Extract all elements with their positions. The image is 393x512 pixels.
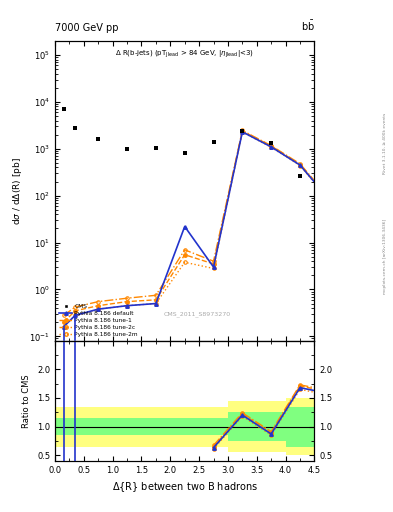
Pythia 8.186 default: [73, 312, 77, 318]
Text: b$\bar{\rm b}$: b$\bar{\rm b}$: [301, 19, 314, 33]
Pythia 8.186 default: [125, 303, 129, 309]
Pythia 8.186 tune-1: [73, 308, 77, 314]
Pythia 8.186 tune-2c: [327, 195, 331, 201]
Text: CMS_2011_S8973270: CMS_2011_S8973270: [164, 311, 231, 317]
Pythia 8.186 tune-2c: [125, 295, 129, 301]
Line: CMS: CMS: [61, 107, 331, 234]
CMS: [61, 106, 66, 112]
CMS: [125, 146, 129, 152]
CMS: [298, 173, 302, 179]
Pythia 8.186 default: [240, 129, 245, 135]
Pythia 8.186 default: [211, 264, 216, 270]
Pythia 8.186 tune-2m: [240, 129, 245, 135]
Pythia 8.186 tune-2c: [73, 304, 77, 310]
X-axis label: $\Delta${R} between two B hadrons: $\Delta${R} between two B hadrons: [112, 480, 258, 494]
Pythia 8.186 tune-1: [182, 252, 187, 258]
CMS: [73, 125, 77, 131]
Pythia 8.186 default: [96, 306, 101, 312]
Text: 7000 GeV pp: 7000 GeV pp: [55, 23, 119, 33]
Line: Pythia 8.186 tune-2m: Pythia 8.186 tune-2m: [62, 130, 331, 329]
Pythia 8.186 tune-1: [154, 297, 158, 303]
Pythia 8.186 tune-1: [298, 162, 302, 168]
Pythia 8.186 tune-2c: [154, 292, 158, 298]
Pythia 8.186 tune-2c: [96, 298, 101, 305]
CMS: [182, 151, 187, 157]
Pythia 8.186 tune-2m: [125, 303, 129, 309]
Pythia 8.186 tune-2m: [154, 301, 158, 307]
Pythia 8.186 tune-1: [211, 261, 216, 267]
CMS: [154, 145, 158, 151]
Pythia 8.186 default: [154, 301, 158, 307]
Pythia 8.186 default: [61, 324, 66, 330]
Pythia 8.186 tune-1: [61, 319, 66, 325]
Pythia 8.186 tune-2m: [211, 265, 216, 271]
Pythia 8.186 default: [182, 223, 187, 229]
Text: mcplots.cern.ch [arXiv:1306.3436]: mcplots.cern.ch [arXiv:1306.3436]: [383, 219, 387, 293]
Pythia 8.186 tune-2c: [269, 142, 274, 148]
Pythia 8.186 tune-1: [327, 195, 331, 201]
CMS: [240, 128, 245, 134]
Pythia 8.186 tune-2c: [182, 247, 187, 253]
Text: Rivet 3.1.10, ≥ 400k events: Rivet 3.1.10, ≥ 400k events: [383, 113, 387, 174]
Pythia 8.186 default: [298, 162, 302, 168]
Pythia 8.186 tune-2m: [182, 259, 187, 265]
Line: Pythia 8.186 tune-1: Pythia 8.186 tune-1: [62, 129, 331, 324]
Pythia 8.186 tune-2m: [327, 197, 331, 203]
Line: Pythia 8.186 default: Pythia 8.186 default: [62, 130, 331, 329]
Pythia 8.186 tune-1: [96, 303, 101, 309]
Pythia 8.186 default: [269, 144, 274, 150]
Legend: CMS, Pythia 8.186 default, Pythia 8.186 tune-1, Pythia 8.186 tune-2c, Pythia 8.1: CMS, Pythia 8.186 default, Pythia 8.186 …: [58, 303, 139, 338]
Pythia 8.186 tune-2m: [96, 306, 101, 312]
Pythia 8.186 tune-1: [269, 143, 274, 149]
Pythia 8.186 tune-2c: [298, 161, 302, 167]
Pythia 8.186 tune-2m: [298, 162, 302, 168]
Pythia 8.186 tune-2m: [61, 324, 66, 330]
Pythia 8.186 tune-2m: [269, 144, 274, 151]
Pythia 8.186 tune-2m: [73, 312, 77, 318]
Pythia 8.186 tune-1: [240, 128, 245, 134]
Pythia 8.186 tune-2c: [211, 258, 216, 264]
Pythia 8.186 tune-2c: [240, 127, 245, 134]
CMS: [96, 136, 101, 142]
Line: Pythia 8.186 tune-2c: Pythia 8.186 tune-2c: [62, 129, 331, 317]
CMS: [211, 139, 216, 145]
Y-axis label: d$\sigma$ / d$\Delta$(R) [pb]: d$\sigma$ / d$\Delta$(R) [pb]: [11, 157, 24, 225]
Y-axis label: Ratio to CMS: Ratio to CMS: [22, 374, 31, 428]
Text: $\Delta$ R(b-jets) (pT$_{\rm Jlead}$ > 84 GeV, $|\eta_{\rm Jlead}|$<3): $\Delta$ R(b-jets) (pT$_{\rm Jlead}$ > 8…: [115, 49, 254, 60]
CMS: [269, 140, 274, 146]
Pythia 8.186 tune-2c: [61, 312, 66, 318]
Pythia 8.186 default: [327, 196, 331, 202]
Pythia 8.186 tune-1: [125, 298, 129, 305]
CMS: [327, 229, 331, 235]
